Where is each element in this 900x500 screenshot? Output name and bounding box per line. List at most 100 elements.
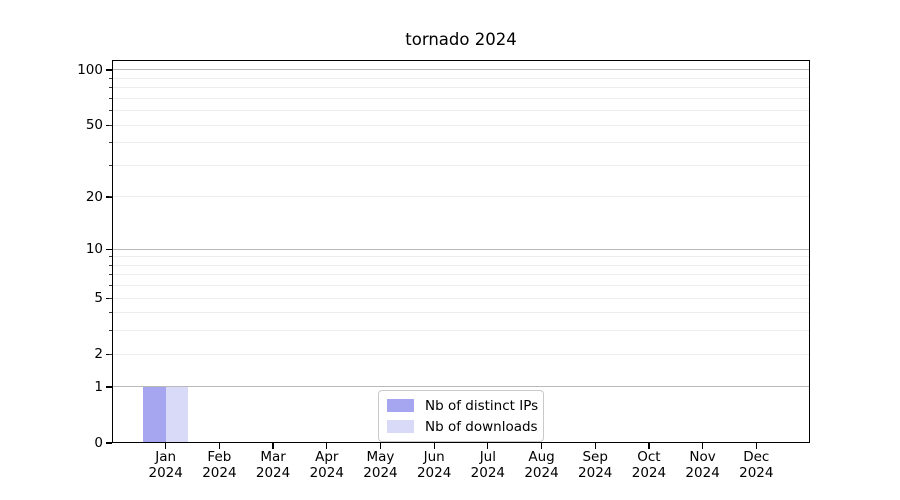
x-tick-label-year-aug: 2024 xyxy=(524,464,559,481)
y-tick-label-50: 50 xyxy=(85,117,103,134)
x-tick-label-year-nov: 2024 xyxy=(685,464,720,481)
y-gridline-major-1 xyxy=(112,386,810,388)
y-gridline-minor-5 xyxy=(112,297,810,299)
x-tick-label-month-sep: Sep xyxy=(582,449,608,465)
x-tick-label-jun: Jun 2024 xyxy=(389,449,479,481)
y-minortick-80 xyxy=(109,87,112,89)
legend-swatch-downloads xyxy=(387,420,414,433)
y-gridline-minor-6 xyxy=(112,285,810,287)
x-tick-dec xyxy=(755,443,757,449)
legend-swatch-distinct-ips xyxy=(387,399,414,412)
y-tick-label-0: 0 xyxy=(94,435,103,451)
y-minortick-5 xyxy=(109,297,112,299)
x-tick-label-sep: Sep 2024 xyxy=(550,449,640,481)
y-gridline-minor-40 xyxy=(112,142,810,144)
y-minortick-6 xyxy=(109,285,112,287)
x-tick-label-dec: Dec 2024 xyxy=(711,449,801,481)
x-tick-label-year-apr: 2024 xyxy=(309,464,344,481)
x-tick-may xyxy=(379,443,382,449)
y-gridline-minor-4 xyxy=(112,312,810,314)
y-gridline-major-10 xyxy=(112,248,810,250)
x-tick-label-year-may: 2024 xyxy=(363,464,398,481)
y-gridline-minor-9 xyxy=(112,256,810,258)
y-gridline-minor-3 xyxy=(112,330,810,332)
x-tick-label-year-oct: 2024 xyxy=(631,464,667,481)
x-tick-jun xyxy=(433,443,435,449)
bar-jan-downloads xyxy=(165,386,189,443)
x-tick-label-year-mar: 2024 xyxy=(255,464,291,481)
y-minortick-4 xyxy=(109,312,112,314)
x-tick-jul xyxy=(487,443,489,449)
bars-layer xyxy=(112,60,810,443)
x-tick-label-month-apr: Apr xyxy=(315,449,339,465)
x-tick-feb xyxy=(218,443,221,449)
y-tick-10 xyxy=(106,248,112,250)
y-minortick-2 xyxy=(109,353,112,355)
y-tick-label-10: 10 xyxy=(85,241,103,258)
y-minortick-3 xyxy=(109,330,112,332)
x-tick-label-month-dec: Dec xyxy=(743,449,770,465)
y-gridline-minor-8 xyxy=(112,264,810,266)
bar-jan-distinct-ips xyxy=(143,386,166,443)
y-minortick-7 xyxy=(109,274,112,276)
legend-label-downloads: Nb of downloads xyxy=(425,418,538,435)
x-tick-label-month-may: May xyxy=(366,449,395,465)
x-tick-label-month-jan: Jan xyxy=(155,449,177,465)
x-tick-label-nov: Nov 2024 xyxy=(658,449,748,481)
y-minortick-9 xyxy=(109,256,112,258)
y-minortick-8 xyxy=(109,264,112,266)
y-minortick-90 xyxy=(109,77,112,79)
y-gridline-minor-60 xyxy=(112,110,810,112)
x-tick-label-oct: Oct 2024 xyxy=(604,449,694,481)
x-tick-label-apr: Apr 2024 xyxy=(282,449,372,481)
y-gridline-minor-90 xyxy=(112,77,810,79)
x-tick-oct xyxy=(648,443,650,449)
x-tick-label-month-aug: Aug xyxy=(528,449,555,465)
x-tick-label-aug: Aug 2024 xyxy=(497,449,587,481)
y-gridline-minor-2 xyxy=(112,353,810,355)
y-tick-label-1: 1 xyxy=(94,378,103,395)
x-tick-label-mar: Mar 2024 xyxy=(228,449,318,481)
chart-title: tornado 2024 xyxy=(405,30,517,49)
y-gridline-minor-80 xyxy=(112,87,810,89)
x-tick-apr xyxy=(326,443,328,449)
y-minortick-20 xyxy=(109,196,112,198)
x-tick-label-jul: Jul 2024 xyxy=(443,449,533,481)
x-tick-label-month-jul: Jul xyxy=(479,449,496,465)
x-tick-label-month-mar: Mar xyxy=(260,449,286,465)
x-tick-sep xyxy=(594,443,596,449)
y-tick-100 xyxy=(106,69,112,71)
y-minortick-70 xyxy=(109,97,112,99)
x-tick-label-year-sep: 2024 xyxy=(578,464,613,481)
y-tick-label-2: 2 xyxy=(94,346,103,363)
y-minortick-30 xyxy=(109,164,112,166)
y-gridline-minor-50 xyxy=(112,124,810,126)
x-tick-label-may: May 2024 xyxy=(335,449,425,481)
legend-entry-distinct-ips: Nb of distinct IPs xyxy=(387,397,539,414)
x-tick-jan xyxy=(165,443,167,449)
y-tick-label-5: 5 xyxy=(94,290,103,307)
legend-entry-downloads: Nb of downloads xyxy=(387,418,538,435)
x-tick-label-year-jun: 2024 xyxy=(416,464,452,481)
x-tick-label-month-nov: Nov xyxy=(689,449,716,465)
x-tick-label-jan: Jan 2024 xyxy=(121,449,211,481)
x-tick-nov xyxy=(701,443,704,449)
y-gridline-minor-7 xyxy=(112,274,810,276)
x-tick-label-month-jun: Jun xyxy=(423,449,445,465)
x-tick-mar xyxy=(272,443,274,449)
legend: Nb of distinct IPs Nb of downloads xyxy=(378,390,544,442)
x-tick-label-month-oct: Oct xyxy=(637,449,661,465)
legend-label-distinct-ips: Nb of distinct IPs xyxy=(425,397,539,414)
y-minortick-60 xyxy=(109,110,112,112)
x-tick-label-year-dec: 2024 xyxy=(739,464,774,481)
grid-layer xyxy=(112,60,810,443)
x-tick-label-year-jul: 2024 xyxy=(470,464,506,481)
y-minortick-50 xyxy=(109,124,112,126)
x-tick-label-year-feb: 2024 xyxy=(202,464,237,481)
y-tick-label-100: 100 xyxy=(77,61,103,78)
x-tick-aug xyxy=(540,443,543,449)
y-tick-1 xyxy=(106,386,112,388)
y-gridline-minor-30 xyxy=(112,164,810,166)
x-tick-label-month-feb: Feb xyxy=(207,449,232,465)
